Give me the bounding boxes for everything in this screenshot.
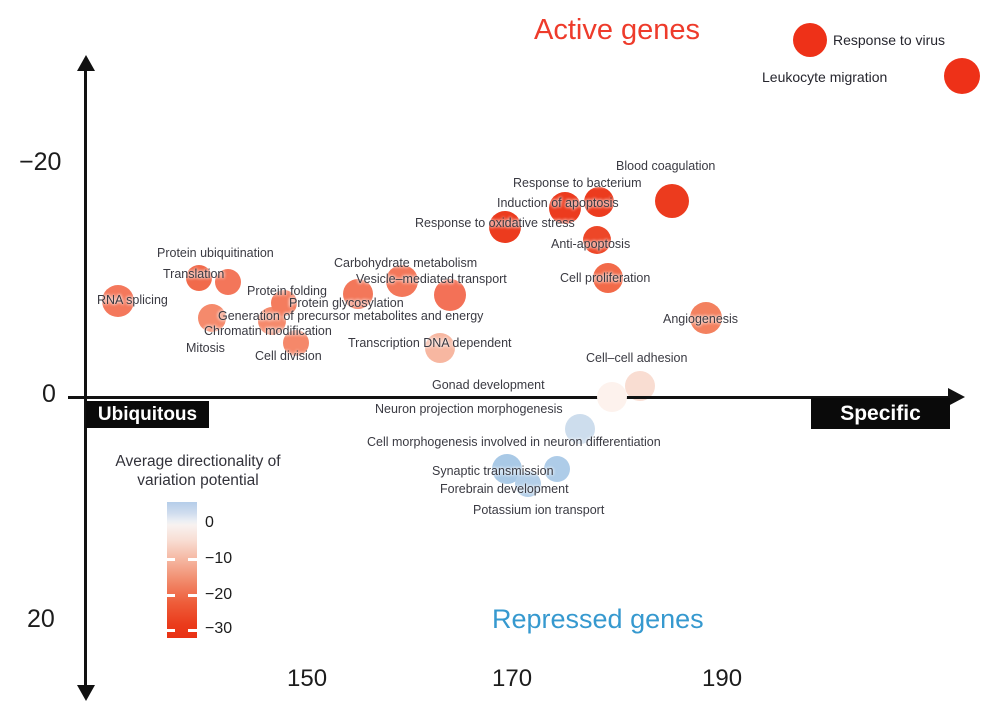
colorbar-title-line2: variation potential [137,472,259,489]
term-label-induction-of-apoptosis: Induction of apoptosis [497,196,619,210]
y-axis-line [84,64,87,696]
term-label-angiogenesis: Angiogenesis [663,312,739,326]
bubble-generation-of-precursor-metabolites-and-energy [198,304,226,332]
legend-label: Leukocyte migration [762,69,888,85]
colorbar-gradient [167,502,197,638]
term-label-response-to-bacterium: Response to bacterium [513,176,642,190]
x-tick-190: 190 [702,665,743,692]
y-tick-20: 20 [27,605,55,633]
term-label-chromatin-modification: Chromatin modification [204,324,332,338]
colorbar-title-line1: Average directionality of [115,453,281,470]
term-label-cell-morphogenesis-involved-in-neuron-differentiation: Cell morphogenesis involved in neuron di… [367,435,661,449]
y-tick-minus20: −20 [19,148,62,176]
term-label-protein-ubiquitination: Protein ubiquitination [157,246,274,260]
bubble-induction-of-apoptosis [549,192,581,224]
term-label-synaptic-transmission: Synaptic transmission [432,464,554,478]
bubble-carbohydrate-metabolism [386,265,418,297]
colorbar-tick-dash [188,629,197,632]
bubble-potassium-ion-transport [544,456,570,482]
bubble-vesicle-mediated-transport [434,279,466,311]
y-axis-arrow-up-icon [77,55,95,71]
bubble-anti-apoptosis [583,226,611,254]
term-label-generation-of-precursor-metabolites-and-energy: Generation of precursor metabolites and … [218,309,484,323]
x-tick-150: 150 [287,665,328,692]
bubble-chromatin-modification [258,307,286,335]
bubble-protein-folding [271,290,297,316]
term-label-transcription-dna-dependent: Transcription DNA dependent [348,336,512,350]
colorbar-tick-dash [188,594,197,597]
colorbar-tick-dash [166,558,175,561]
ubiquitous-axis-label: Ubiquitous [86,401,209,428]
term-label-gonad-development: Gonad development [432,378,545,392]
legend-label: Response to virus [833,32,946,48]
term-label-cell-cell-adhesion: Cell–cell adhesion [586,351,688,365]
bubble-response-to-bacterium [584,187,614,217]
bubble-neuron-projection-morphogenesis [565,414,595,444]
colorbar-tick-m10: −10 [205,550,233,567]
colorbar-tick-0: 0 [205,514,214,531]
term-label-blood-coagulation: Blood coagulation [616,159,716,173]
term-label-protein-folding: Protein folding [247,284,327,298]
colorbar-tick-m20: −20 [205,586,233,603]
term-label-rna-splicing: RNA splicing [97,293,168,307]
leukocyte-migration-bubble-icon [944,58,980,94]
term-label-response-to-oxidative-stress: Response to oxidative stress [415,216,575,230]
colorbar-tick-dash [166,629,175,632]
colorbar-tick-dash [166,594,175,597]
bubble-transcription-dna-dependent [425,333,455,363]
bubble-response-to-oxidative-stress [489,211,521,243]
bubble-forebrain-development [515,471,541,497]
bubble-blood-coagulation [655,184,689,218]
term-label-potassium-ion-transport: Potassium ion transport [473,503,605,517]
term-label-forebrain-development: Forebrain development [440,482,569,496]
term-label-cell-proliferation: Cell proliferation [560,271,651,285]
active-genes-title: Active genes [534,14,701,46]
y-axis-arrow-down-icon [77,685,95,701]
bubble-synaptic-transmission [492,454,522,484]
repressed-genes-title: Repressed genes [492,604,704,634]
bubble-cell-proliferation [593,263,623,293]
colorbar-tick-m30: −30 [205,620,233,637]
specific-axis-label: Specific [811,398,950,429]
bubble-angiogenesis [690,302,722,334]
term-label-translation: Translation [163,267,225,281]
term-label-carbohydrate-metabolism: Carbohydrate metabolism [334,256,478,270]
response-to-virus-bubble-icon [793,23,827,57]
bubble-protein-ubiquitination [215,269,241,295]
term-label-vesicle-mediated-transport: Vesicle–mediated transport [356,272,507,286]
x-tick-170: 170 [492,665,533,692]
term-label-mitosis: Mitosis [186,341,225,355]
bubble-translation [186,265,212,291]
term-label-neuron-projection-morphogenesis: Neuron projection morphogenesis [375,402,563,416]
bubble-rna-splicing [102,285,134,317]
colorbar-tick-dash [188,558,197,561]
bubble-protein-glycosylation [343,279,373,309]
term-label-anti-apoptosis: Anti-apoptosis [551,237,631,251]
term-label-cell-division: Cell division [255,349,322,363]
y-tick-0: 0 [42,380,56,408]
x-axis-line [68,396,952,399]
term-label-protein-glycosylation: Protein glycosylation [289,296,404,310]
bubble-cell-division [283,330,309,356]
x-axis-arrow-right-icon [948,388,965,406]
